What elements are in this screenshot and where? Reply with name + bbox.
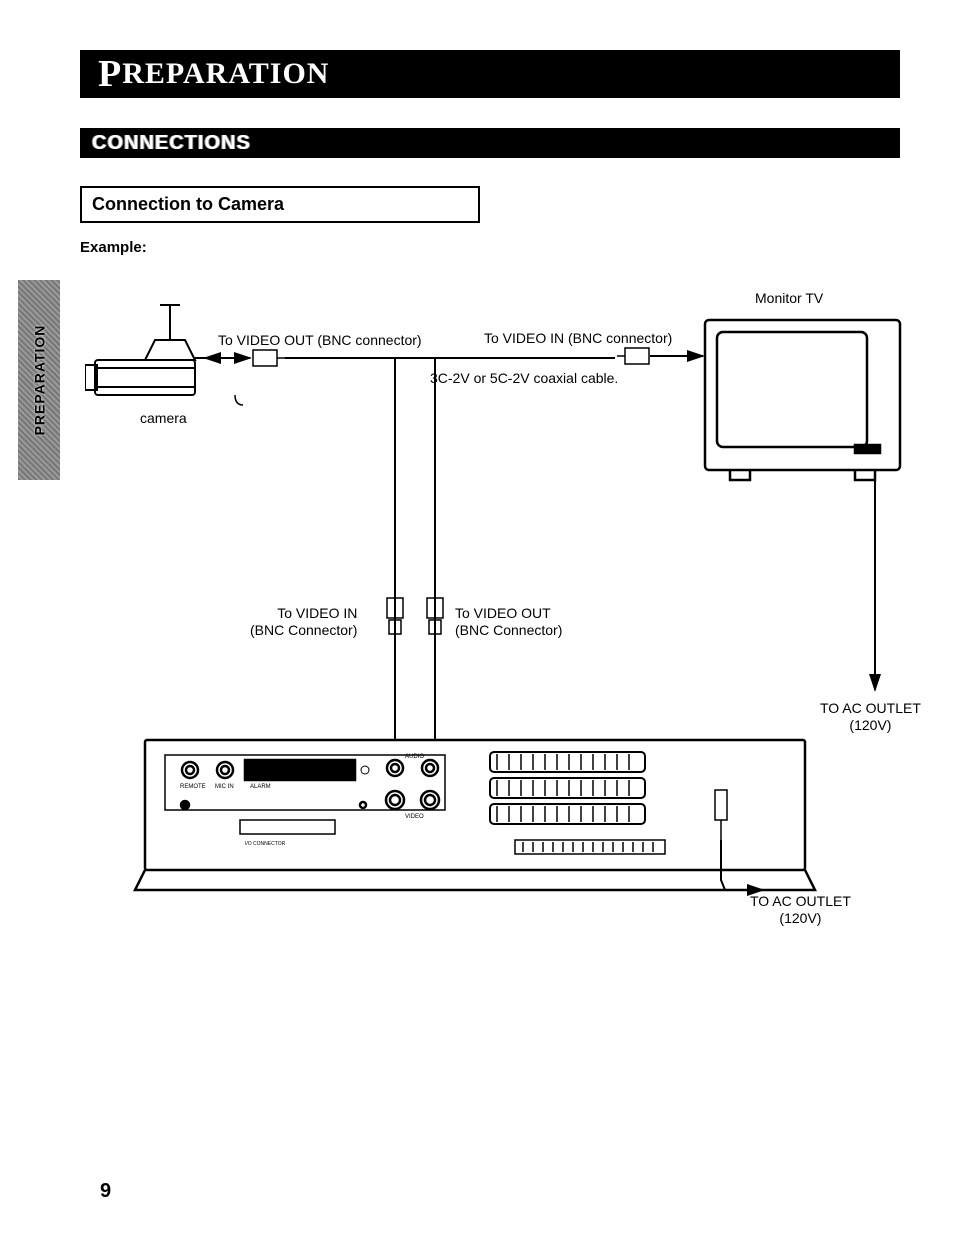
section-box-title: Connection to Camera: [80, 186, 480, 223]
vcr-audio-label: AUDIO: [405, 754, 424, 760]
monitor-tv-label: Monitor TV: [755, 290, 823, 307]
vcr-alarm-label: ALARM: [250, 784, 271, 790]
example-label: Example:: [80, 239, 900, 256]
page-title-bar: PREPARATION: [80, 50, 900, 98]
vcr-io-label: I/O CONNECTOR: [245, 841, 286, 847]
monitor-icon: [705, 320, 900, 480]
vcr-rear-panel: [135, 740, 815, 890]
vent-row3: [497, 806, 629, 822]
subheader-bar: CONNECTIONS: [80, 128, 900, 158]
ac-outlet-2-label: TO AC OUTLET (120V): [750, 893, 851, 927]
camera-label: camera: [140, 410, 187, 427]
video-out-top-label: To VIDEO OUT (BNC connector): [218, 332, 422, 349]
vent-row2: [497, 780, 629, 796]
vcr-mic-label: MIC IN: [215, 784, 234, 790]
camera-icon: [85, 305, 195, 395]
vent-row1: [497, 754, 629, 770]
video-out-mid-label: To VIDEO OUT (BNC Connector): [455, 605, 562, 639]
title-rest: REPARATION: [122, 57, 329, 91]
ac-outlet-1-label: TO AC OUTLET (120V): [820, 700, 921, 734]
page-number: 9: [100, 1180, 111, 1203]
side-tab-text: PREPARATION: [31, 325, 47, 436]
coax-cable-label: 3C-2V or 5C-2V coaxial cable.: [430, 370, 618, 387]
video-in-mid-label: To VIDEO IN (BNC Connector): [250, 605, 357, 639]
subheader-text: CONNECTIONS: [92, 132, 251, 155]
vcr-video-label: VIDEO: [405, 814, 424, 820]
vcr-remote-label: REMOTE: [180, 784, 206, 790]
vent-bottom: [523, 842, 653, 852]
video-in-top-label: To VIDEO IN (BNC connector): [484, 330, 672, 347]
title-cap: P: [98, 52, 122, 96]
side-tab: PREPARATION: [18, 280, 60, 480]
